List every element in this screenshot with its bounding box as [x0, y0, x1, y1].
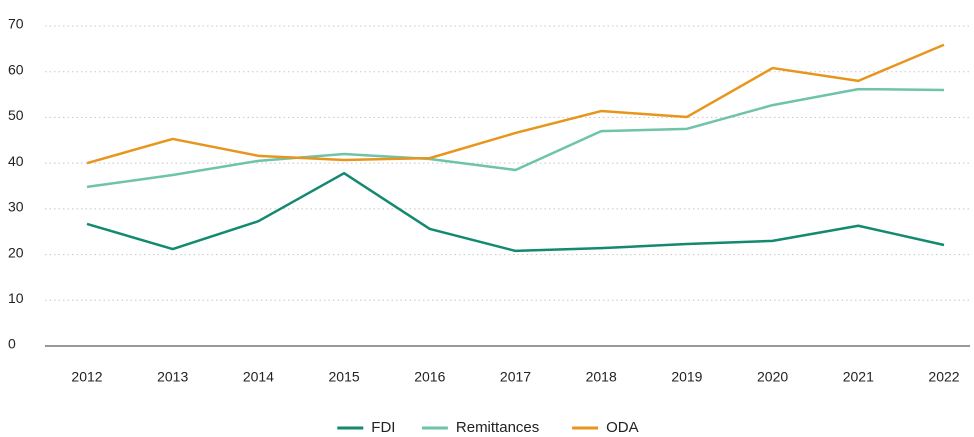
- x-tick-label: 2012: [71, 369, 102, 385]
- x-tick-label: 2021: [843, 369, 874, 385]
- y-tick-label: 50: [8, 107, 24, 123]
- y-tick-label: 60: [8, 61, 24, 77]
- y-tick-label: 0: [8, 336, 16, 352]
- y-tick-label: 20: [8, 244, 24, 260]
- x-tick-label: 2022: [928, 369, 959, 385]
- legend-label: FDI: [371, 419, 395, 436]
- legend-label: ODA: [606, 419, 639, 436]
- x-tick-label: 2018: [586, 369, 617, 385]
- y-tick-label: 40: [8, 153, 24, 169]
- series-line: [86, 43, 945, 165]
- y-tick-label: 70: [8, 16, 24, 32]
- x-tick-label: 2017: [500, 369, 531, 385]
- x-tick-label: 2014: [243, 369, 274, 385]
- x-tick-label: 2015: [329, 369, 360, 385]
- legend-label: Remittances: [456, 419, 539, 436]
- series-line: [86, 171, 945, 253]
- x-tick-label: 2020: [757, 369, 788, 385]
- x-tick-label: 2016: [414, 369, 445, 385]
- series-line: [86, 87, 945, 189]
- x-tick-label: 2013: [157, 369, 188, 385]
- y-tick-label: 30: [8, 199, 24, 215]
- x-tick-label: 2019: [671, 369, 702, 385]
- y-tick-label: 10: [8, 290, 24, 306]
